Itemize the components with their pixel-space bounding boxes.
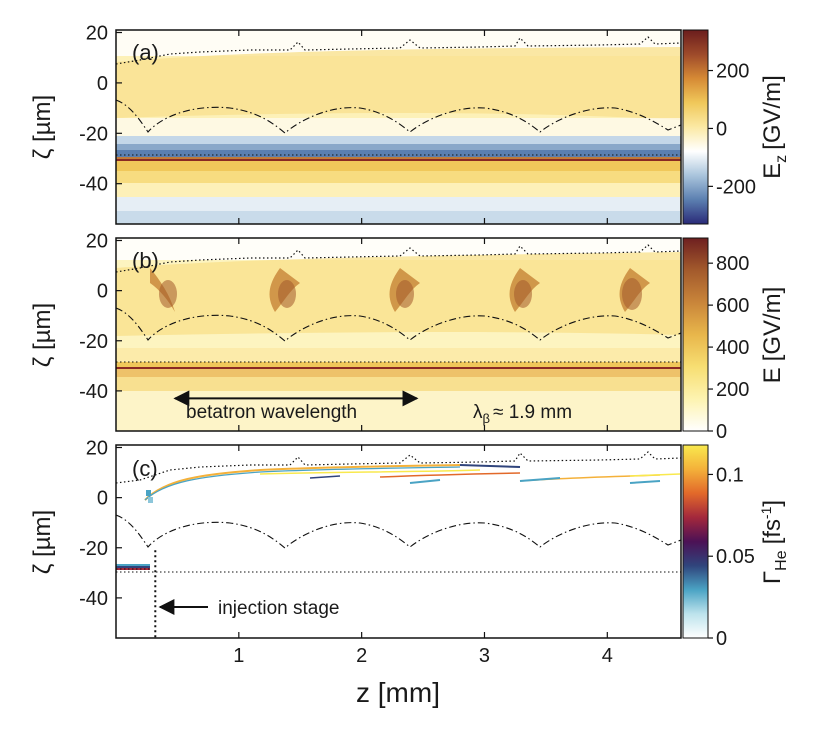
x-tick-label: 3: [479, 645, 490, 667]
y-tick-label: 20: [86, 438, 108, 460]
y-tick-label: -40: [79, 381, 108, 403]
panel-a-colorbar-label: Ez[GV/m]: [759, 75, 790, 179]
panel-c-ylabel: ζ [µm]: [29, 510, 56, 574]
colorbar-tick-label: 200: [716, 61, 749, 83]
y-tick-label: 0: [97, 488, 108, 510]
y-tick-label: -40: [79, 588, 108, 610]
y-tick-label: -20: [79, 331, 108, 353]
panel-c-front-boundary: [116, 451, 681, 484]
y-tick-label: -20: [79, 123, 108, 145]
panel-b-y-ticks: 20 0 -20 -40: [79, 231, 122, 403]
lambda-beta-value: λβ ≈ 1.9 mm: [473, 402, 572, 426]
panel-c-label: (c): [132, 456, 158, 481]
colorbar-tick-label: 400: [716, 337, 749, 359]
panel-a-front-boundary: [116, 36, 681, 65]
x-tick-label: 2: [356, 645, 367, 667]
colorbar-tick-label: 0: [716, 118, 727, 140]
panel-b-colorbar-label: E[GV/m]: [759, 287, 786, 384]
betatron-wavelength-label: betatron wavelength: [186, 402, 357, 423]
x-axis-label: z [mm]: [356, 677, 440, 708]
panel-c-heatmap: [116, 445, 681, 638]
colorbar-tick-label: 600: [716, 295, 749, 317]
panel-a-y-ticks: 20 0 -20 -40: [79, 23, 122, 196]
panel-c: (c) 20 0 -20 -40 1 2 3 4 ζ [µm] injection stag…: [29, 438, 790, 708]
y-tick-label: 0: [97, 73, 108, 95]
panel-c-colorbar-ticks: 0.1 0.05 0: [708, 464, 755, 650]
colorbar-tick-label: 200: [716, 379, 749, 401]
panel-a-colorbar: [682, 29, 709, 225]
y-tick-label: -20: [79, 538, 108, 560]
y-tick-label: 20: [86, 231, 108, 253]
panel-b-colorbar-ticks: 800 600 400 200 0: [708, 253, 749, 443]
panel-a-x-ticks: [238, 30, 608, 224]
colorbar-tick-label: 0: [716, 421, 727, 443]
panel-a-heatmap: [116, 30, 681, 224]
panel-a-colorbar-ticks: 200 0 -200: [708, 61, 756, 198]
colorbar-tick-label: 0.05: [716, 546, 755, 568]
panel-b-label: (b): [132, 248, 159, 273]
panel-b-front-boundary: [116, 244, 681, 273]
colorbar-tick-label: -200: [716, 176, 756, 198]
colorbar-tick-label: 800: [716, 253, 749, 275]
panel-b: (b) 200-20-40 ζ [µm] betatron wavelength…: [29, 231, 786, 443]
y-tick-label: 20: [86, 23, 108, 45]
colorbar-tick-label: 0.1: [716, 464, 744, 486]
panel-b-x-ticks: [238, 238, 608, 431]
y-tick-label: 0: [97, 281, 108, 303]
panel-a-label: (a): [132, 40, 159, 65]
panel-c-x-ticks: 1 2 3 4: [233, 445, 613, 667]
panel-b-colorbar: [682, 237, 709, 432]
y-tick-label: -40: [79, 174, 108, 196]
panel-c-y-ticks: 20 0 -20 -40: [79, 438, 122, 610]
panel-a-ylabel: ζ [µm]: [29, 95, 56, 159]
x-tick-label: 1: [233, 645, 244, 667]
x-tick-label: 4: [602, 645, 613, 667]
panel-c-colorbar-label: ΓHe[fs-1]: [758, 500, 790, 584]
colorbar-tick-label: 0: [716, 628, 727, 650]
panel-b-ylabel: ζ [µm]: [29, 303, 56, 367]
injection-stage-label: injection stage: [218, 598, 339, 619]
panel-c-colorbar: [682, 444, 709, 639]
